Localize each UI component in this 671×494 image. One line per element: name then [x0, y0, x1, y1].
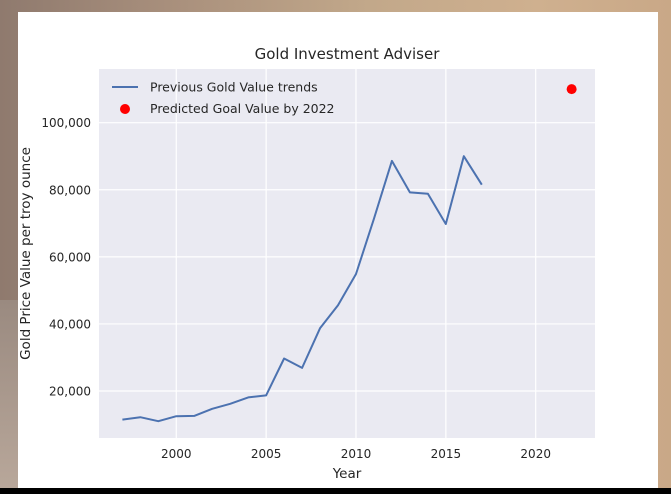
legend: Previous Gold Value trends Predicted Goa… [112, 80, 335, 116]
plot-area [99, 69, 595, 438]
grid-lines [99, 69, 595, 438]
chart-title: Gold Investment Adviser [255, 45, 441, 63]
x-tick-label: 2020 [520, 447, 551, 461]
x-tick-label: 2000 [161, 447, 192, 461]
bottom-bar [0, 488, 671, 494]
y-tick-label: 60,000 [49, 250, 91, 264]
y-tick-label: 40,000 [49, 317, 91, 331]
x-tick-label: 2015 [431, 447, 462, 461]
legend-marker-swatch [120, 104, 130, 114]
series-layer [122, 84, 577, 423]
y-tick-label: 20,000 [49, 385, 91, 399]
previous-gold-value-line [122, 155, 483, 423]
tick-labels: 2000 2005 2010 2015 2020 20,000 40,000 60,000 80… [41, 116, 551, 461]
y-tick-label: 100,000 [41, 116, 91, 130]
y-tick-label: 80,000 [49, 183, 91, 197]
legend-label-predicted: Predicted Goal Value by 2022 [150, 101, 335, 116]
predicted-goal-point [566, 84, 577, 95]
background-strip [0, 300, 18, 488]
chart-canvas: 2000 2005 2010 2015 2020 20,000 40,000 60,000 80… [18, 45, 595, 482]
x-tick-label: 2010 [341, 447, 372, 461]
legend-label-previous: Previous Gold Value trends [150, 80, 318, 95]
chart-figure: 2000 2005 2010 2015 2020 20,000 40,000 60,000 80… [18, 12, 658, 488]
x-tick-label: 2005 [251, 447, 282, 461]
y-axis-label: Gold Price Value per troy ounce [18, 147, 34, 360]
x-axis-label: Year [332, 466, 362, 482]
